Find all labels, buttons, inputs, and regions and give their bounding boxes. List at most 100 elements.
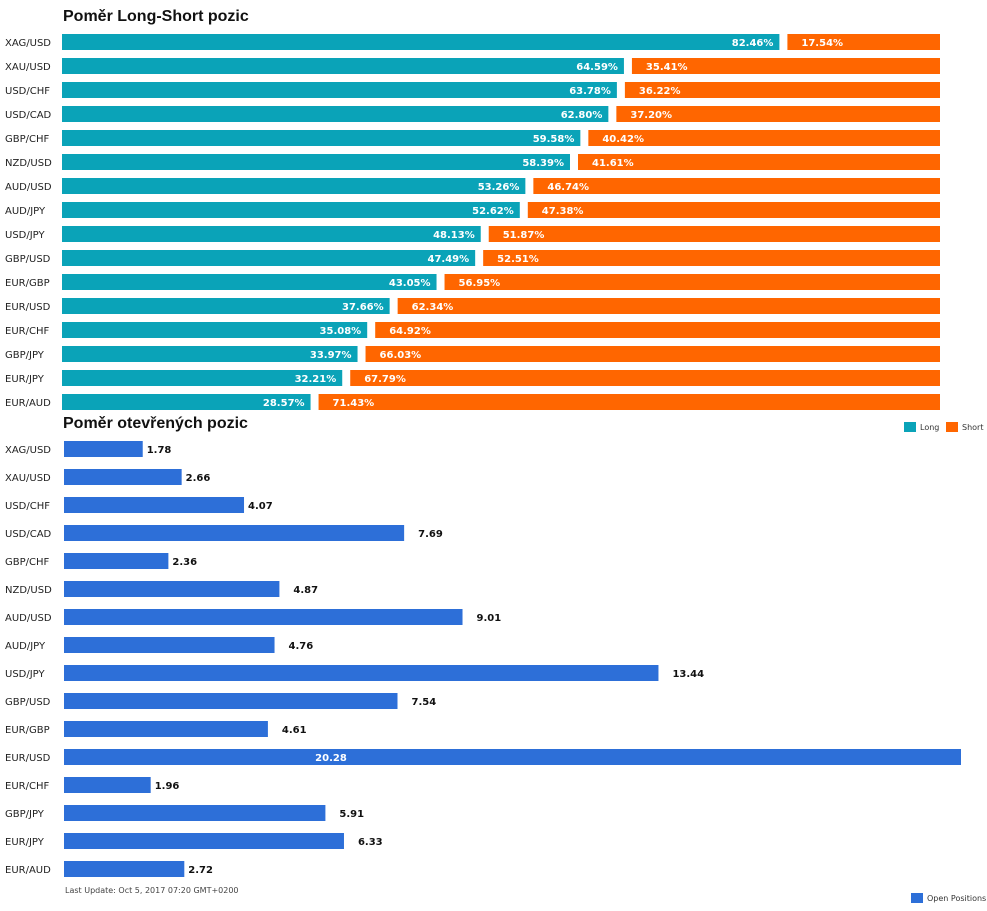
category-label: GBP/CHF: [5, 134, 50, 145]
open-positions-bar: [64, 441, 143, 457]
short-value-label: 46.74%: [547, 182, 589, 193]
open-positions-value-label: 4.61: [282, 725, 307, 736]
legend-long-label: Long: [920, 423, 939, 432]
category-label: EUR/CHF: [5, 326, 49, 337]
category-label: AUD/USD: [5, 613, 52, 624]
long-value-label: 53.26%: [478, 182, 520, 193]
category-label: XAU/USD: [5, 473, 51, 484]
short-value-label: 64.92%: [389, 326, 431, 337]
long-bar: [62, 106, 609, 122]
open-positions-bar: [64, 861, 185, 877]
long-bar: [62, 346, 358, 362]
category-label: AUD/JPY: [5, 206, 46, 217]
short-value-label: 17.54%: [801, 38, 843, 49]
category-label: EUR/JPY: [5, 374, 45, 385]
long-value-label: 63.78%: [569, 86, 611, 97]
category-label: XAG/USD: [5, 445, 51, 456]
open-positions-bar: [64, 665, 659, 681]
category-label: EUR/USD: [5, 302, 51, 313]
legend-long-swatch: [904, 422, 916, 432]
open-positions-value-label: 4.76: [289, 641, 314, 652]
category-label: USD/CHF: [5, 501, 50, 512]
category-label: USD/CHF: [5, 86, 50, 97]
short-value-label: 37.20%: [630, 110, 672, 121]
open-positions-bar: [64, 721, 268, 737]
long-bar: [62, 58, 624, 74]
open-positions-bar: [64, 469, 182, 485]
short-bar: [533, 178, 940, 194]
short-bar: [577, 154, 940, 170]
open-positions-value-label: 2.72: [188, 865, 213, 876]
legend-open-positions-label: Open Positions: [927, 894, 986, 903]
long-value-label: 58.39%: [522, 158, 564, 169]
long-value-label: 48.13%: [433, 230, 475, 241]
category-label: GBP/USD: [5, 254, 51, 265]
long-bar: [62, 202, 520, 218]
category-label: GBP/USD: [5, 697, 51, 708]
short-value-label: 67.79%: [364, 374, 406, 385]
category-label: GBP/JPY: [5, 350, 45, 361]
short-value-label: 40.42%: [602, 134, 644, 145]
long-bar: [62, 394, 311, 410]
category-label: USD/JPY: [5, 669, 45, 680]
short-value-label: 35.41%: [646, 62, 688, 73]
long-bar: [62, 274, 437, 290]
long-bar: [62, 370, 343, 386]
short-value-label: 62.34%: [412, 302, 454, 313]
short-value-label: 36.22%: [639, 86, 681, 97]
category-label: EUR/USD: [5, 753, 51, 764]
long-bar: [62, 298, 390, 314]
open-positions-bar: [64, 553, 169, 569]
long-bar: [62, 322, 368, 338]
open-positions-bar: [64, 525, 405, 541]
category-label: USD/CAD: [5, 529, 52, 540]
legend-open-positions-swatch: [911, 893, 923, 903]
long-bar: [62, 130, 581, 146]
open-positions-bar: [64, 637, 275, 653]
open-positions-value-label: 6.33: [358, 837, 383, 848]
open-positions-bar: [64, 693, 398, 709]
long-value-label: 37.66%: [342, 302, 384, 313]
long-value-label: 52.62%: [472, 206, 514, 217]
category-label: EUR/GBP: [5, 278, 50, 289]
open-positions-value-label: 2.66: [186, 473, 211, 484]
short-value-label: 56.95%: [459, 278, 501, 289]
long-value-label: 28.57%: [263, 398, 305, 409]
category-label: NZD/USD: [5, 158, 52, 169]
category-label: GBP/CHF: [5, 557, 50, 568]
open-positions-bar: [64, 833, 344, 849]
long-bar: [62, 82, 617, 98]
legend-short-label: Short: [962, 423, 983, 432]
short-value-label: 41.61%: [592, 158, 634, 169]
open-positions-chart-title: Poměr otevřených pozic: [63, 415, 248, 432]
category-label: AUD/JPY: [5, 641, 46, 652]
open-positions-value-label: 13.44: [672, 669, 704, 680]
long-value-label: 64.59%: [576, 62, 618, 73]
open-positions-value-label: 4.07: [248, 501, 273, 512]
category-label: GBP/JPY: [5, 809, 45, 820]
open-positions-bar: [64, 609, 463, 625]
short-bar: [787, 34, 940, 50]
open-positions-value-label: 2.36: [172, 557, 197, 568]
long-value-label: 59.58%: [533, 134, 575, 145]
long-bar: [62, 178, 526, 194]
short-bar: [375, 322, 940, 338]
category-label: USD/CAD: [5, 110, 52, 121]
short-bar: [444, 274, 940, 290]
short-value-label: 52.51%: [497, 254, 539, 265]
long-value-label: 35.08%: [320, 326, 362, 337]
open-positions-bar: [64, 749, 961, 765]
short-value-label: 51.87%: [503, 230, 545, 241]
category-label: USD/JPY: [5, 230, 45, 241]
short-bar: [318, 394, 941, 410]
open-positions-value-label: 7.54: [412, 697, 437, 708]
open-positions-bar: [64, 805, 326, 821]
open-positions-value-label: 7.69: [418, 529, 443, 540]
long-bar: [62, 250, 476, 266]
long-short-chart-title: Poměr Long-Short pozic: [63, 8, 249, 25]
short-bar: [616, 106, 940, 122]
short-value-label: 66.03%: [380, 350, 422, 361]
open-positions-bar: [64, 497, 245, 513]
open-positions-value-label: 20.28: [315, 753, 347, 764]
